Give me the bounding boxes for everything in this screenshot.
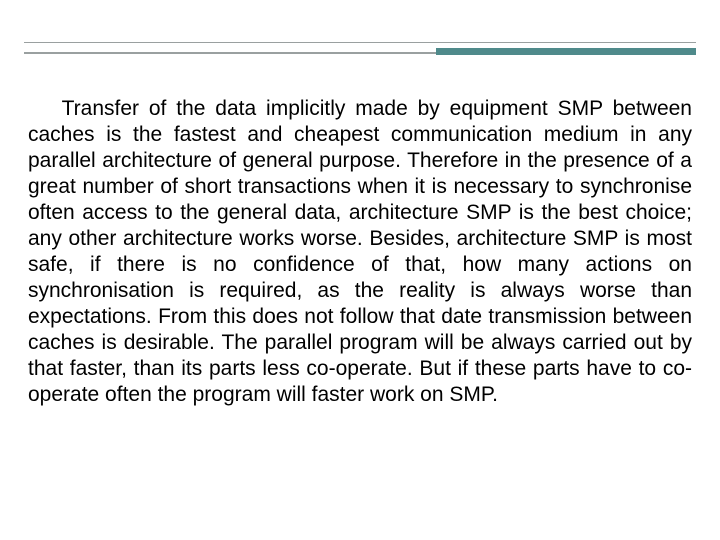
header-rule-area — [0, 0, 720, 70]
slide: Transfer of the data implicitly made by … — [0, 0, 720, 540]
divider-accent — [436, 48, 696, 55]
body-text: Transfer of the data implicitly made by … — [28, 96, 692, 408]
divider-line-thin — [24, 42, 696, 43]
paragraph: Transfer of the data implicitly made by … — [28, 96, 692, 408]
